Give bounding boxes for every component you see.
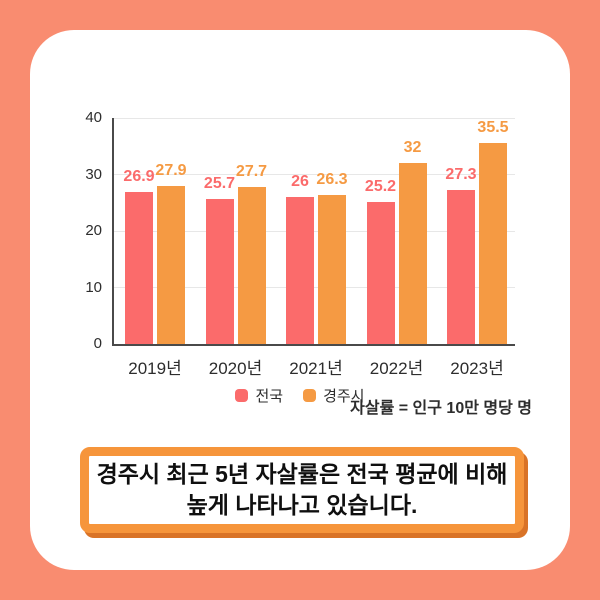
x-tick-label-2019년: 2019년 — [128, 359, 182, 378]
unit-note: 자살률 = 인구 10만 명당 명 — [350, 400, 532, 417]
gridline-40 — [114, 117, 515, 119]
infographic-card: 0 10 20 30 40 26.9 27.9 2019년 25.7 27.7 2020년 26 26.… — [30, 30, 570, 570]
bar-전국-2020년 — [205, 198, 234, 344]
bar-경주시-2019년 — [157, 186, 185, 344]
chart-legend: 전국 경주시 — [30, 385, 570, 406]
x-tick-label-2020년: 2020년 — [208, 359, 263, 378]
bar-value-전국-2020년: 25.7 — [203, 174, 236, 192]
bar-경주시-2020년 — [237, 187, 266, 344]
y-tick-label-30: 30 — [85, 165, 102, 183]
caption-line-1: 경주시 최근 5년 자살률은 전국 평균에 비해 — [96, 461, 508, 487]
bar-value-전국-2022년: 25.2 — [364, 177, 397, 195]
bar-경주시-2023년 — [479, 143, 507, 344]
x-tick-label-2021년: 2021년 — [289, 359, 343, 378]
y-axis-line — [112, 118, 114, 345]
bar-value-전국-2021년: 26 — [291, 173, 309, 191]
bar-value-경주시-2020년: 27.7 — [235, 163, 268, 181]
caption-box: 경주시 최근 5년 자살률은 전국 평균에 비해 높게 나타나고 있습니다. — [80, 447, 524, 533]
bar-전국-2021년 — [286, 197, 314, 344]
x-tick-label-2023년: 2023년 — [450, 359, 504, 378]
gridline-10 — [114, 287, 515, 288]
bar-경주시-2021년 — [318, 195, 346, 344]
legend-item-전국: 전국 — [235, 385, 283, 406]
bar-value-경주시-2021년: 26.3 — [316, 171, 348, 189]
legend-label-경주시: 경주시 — [323, 388, 365, 405]
legend-item-경주시: 경주시 — [303, 385, 365, 406]
bar-value-경주시-2022년: 32 — [403, 139, 422, 157]
bar-value-경주시-2023년: 35.5 — [477, 119, 509, 137]
x-tick-label-2022년: 2022년 — [369, 359, 424, 378]
bar-전국-2019년 — [125, 192, 153, 344]
y-tick-label-0: 0 — [93, 335, 102, 352]
legend-swatch-경주시 — [303, 389, 317, 402]
bar-value-전국-2023년: 27.3 — [445, 165, 477, 183]
bar-전국-2023년 — [447, 189, 475, 344]
bar-value-경주시-2019년: 27.9 — [155, 162, 187, 180]
x-axis-line — [112, 344, 515, 346]
bar-전국-2022년 — [366, 201, 395, 344]
gridline-30 — [114, 174, 515, 175]
y-tick-label-10: 10 — [85, 278, 102, 296]
legend-swatch-전국 — [235, 389, 249, 402]
y-tick-label-40: 40 — [85, 109, 102, 126]
caption-line-2: 높게 나타나고 있습니다. — [186, 492, 418, 518]
y-tick-label-20: 20 — [85, 222, 102, 239]
bar-value-전국-2019년: 26.9 — [123, 168, 155, 185]
bar-경주시-2022년 — [398, 163, 427, 344]
bar-chart-plot-area: 0 10 20 30 40 26.9 27.9 2019년 25.7 27.7 2020년 26 26.… — [85, 109, 515, 378]
legend-label-전국: 전국 — [255, 388, 284, 405]
gridline-20 — [114, 230, 515, 232]
